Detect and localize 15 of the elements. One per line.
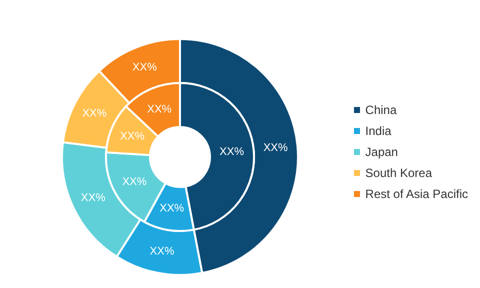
data-label: XX% xyxy=(160,202,184,214)
legend-label: South Korea xyxy=(365,166,432,180)
legend-label: Rest of Asia Pacific xyxy=(365,187,468,201)
data-label: XX% xyxy=(132,62,158,74)
legend-label: India xyxy=(365,124,392,138)
data-label: XX% xyxy=(147,103,172,116)
data-label: XX% xyxy=(80,192,106,204)
data-label: XX% xyxy=(263,142,288,154)
legend-label: Japan xyxy=(365,145,398,159)
legend-label: China xyxy=(365,103,397,117)
data-label: XX% xyxy=(150,245,174,258)
data-label: XX% xyxy=(122,176,147,188)
data-label: XX% xyxy=(220,146,244,158)
data-label: XX% xyxy=(82,107,107,120)
data-label: XX% xyxy=(120,130,145,142)
